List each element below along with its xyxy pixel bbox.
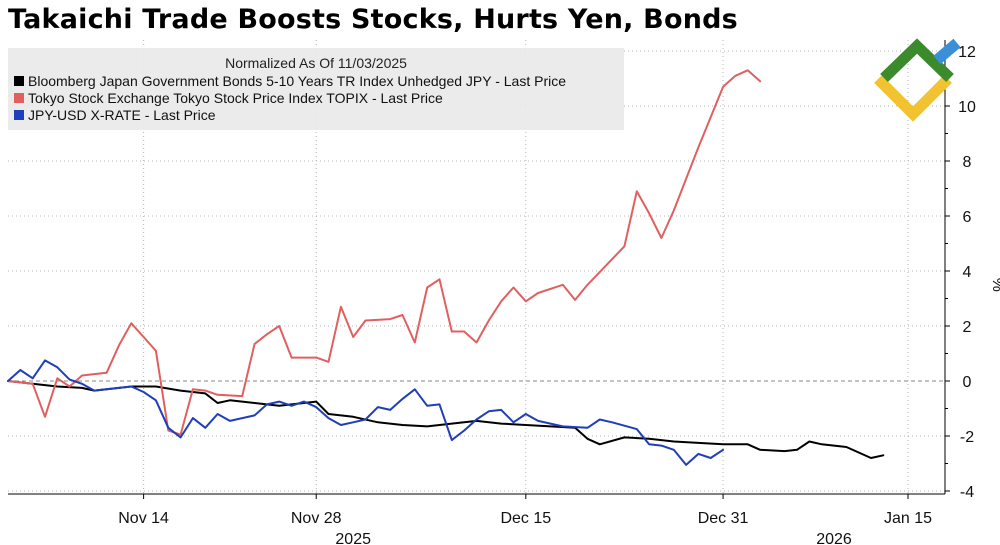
y-tick-label: 8	[963, 154, 972, 171]
jgb-series-line	[7, 380, 885, 459]
axes: -4 -2 0 2 4 6 8 10 12% Nov 14 Nov 28 Dec 15 Dec 31 Ja…	[8, 40, 1000, 545]
x-year-label: 2025	[335, 531, 371, 545]
legend-background	[8, 48, 624, 130]
legend-header: Normalized As Of 11/03/2025	[225, 55, 407, 71]
jpy-usd-series-line	[7, 359, 725, 466]
topix-series-line	[7, 69, 762, 436]
y-tick-label: 12	[958, 44, 976, 61]
y-tick-label: -2	[960, 429, 974, 446]
legend-swatch	[14, 76, 24, 86]
y-tick-label: 6	[963, 209, 972, 226]
legend-entry: Tokyo Stock Exchange Tokyo Stock Price I…	[28, 90, 443, 106]
legend-entry: JPY-USD X-RATE - Last Price	[28, 107, 216, 123]
x-tick-label: Dec 31	[698, 510, 749, 527]
y-tick-label: 2	[963, 319, 972, 336]
series-lines	[7, 69, 885, 466]
y-tick-label: 4	[963, 264, 972, 281]
legend-entry: Bloomberg Japan Government Bonds 5-10 Ye…	[28, 73, 566, 89]
legend-swatch	[14, 110, 24, 120]
x-tick-label: Jan 15	[884, 510, 932, 527]
legend-swatch	[14, 93, 24, 103]
brand-logo-icon	[874, 38, 961, 122]
y-axis-label: %	[989, 278, 1000, 292]
chart-title: Takaichi Trade Boosts Stocks, Hurts Yen,…	[8, 4, 738, 35]
y-tick-label: 10	[958, 99, 976, 116]
y-tick-label: -4	[960, 484, 974, 501]
x-tick-label: Dec 15	[500, 510, 551, 527]
y-tick-label: 0	[963, 374, 972, 391]
x-tick-label: Nov 28	[291, 510, 342, 527]
x-year-label: 2026	[816, 531, 852, 545]
x-tick-label: Nov 14	[118, 510, 169, 527]
legend: Normalized As Of 11/03/2025 Bloomberg Ja…	[8, 48, 624, 130]
